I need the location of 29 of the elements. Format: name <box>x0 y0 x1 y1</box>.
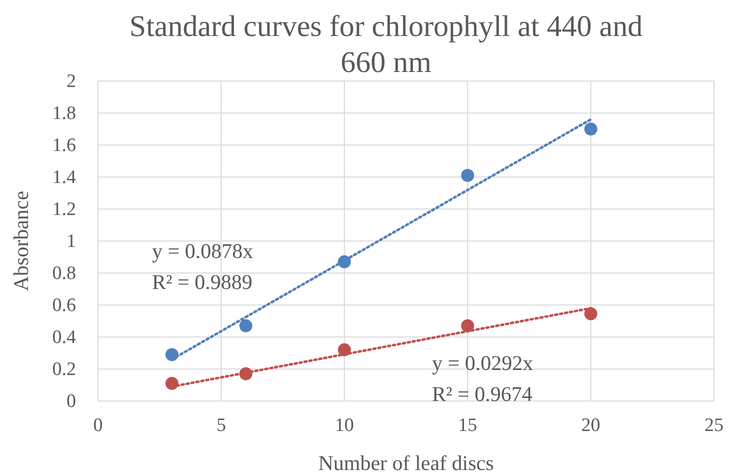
point <box>239 319 252 332</box>
y-tick-label: 1 <box>66 231 76 252</box>
y-tick-label: 0.8 <box>52 263 76 284</box>
annotation: y = 0.0878x <box>152 239 254 263</box>
y-tick-label: 1.4 <box>52 167 76 188</box>
y-tick-label: 0.2 <box>52 359 76 380</box>
y-tick-label: 0.6 <box>52 295 76 316</box>
annotation: R² = 0.9674 <box>432 382 533 406</box>
point <box>461 319 474 332</box>
point <box>461 168 474 182</box>
annotation: R² = 0.9889 <box>152 270 252 294</box>
chart-title: Standard curves for chlorophyll at 440 and 660 nm <box>129 10 643 79</box>
x-tick-label: 10 <box>334 415 354 436</box>
y-tick-label: 1.2 <box>52 199 76 220</box>
x-tick-label: 20 <box>581 415 600 436</box>
y-tick-label: 0 <box>66 391 76 412</box>
y-tick-label: 2 <box>66 71 76 92</box>
y-tick-label: 0.4 <box>52 327 76 348</box>
x-tick-label: 25 <box>704 415 724 436</box>
point <box>584 307 598 320</box>
annotation: y = 0.0292x <box>432 351 534 375</box>
point <box>584 122 598 136</box>
x-tick-label: 0 <box>93 415 103 436</box>
x-axis-title: Number of leaf discs <box>318 451 494 475</box>
y-axis-title: Absorbance <box>9 190 33 292</box>
x-tick-label: 5 <box>216 415 226 436</box>
x-tick-label: 15 <box>458 415 478 436</box>
y-tick-label: 1.6 <box>52 135 76 156</box>
y-tick-label: 1.8 <box>52 103 76 124</box>
